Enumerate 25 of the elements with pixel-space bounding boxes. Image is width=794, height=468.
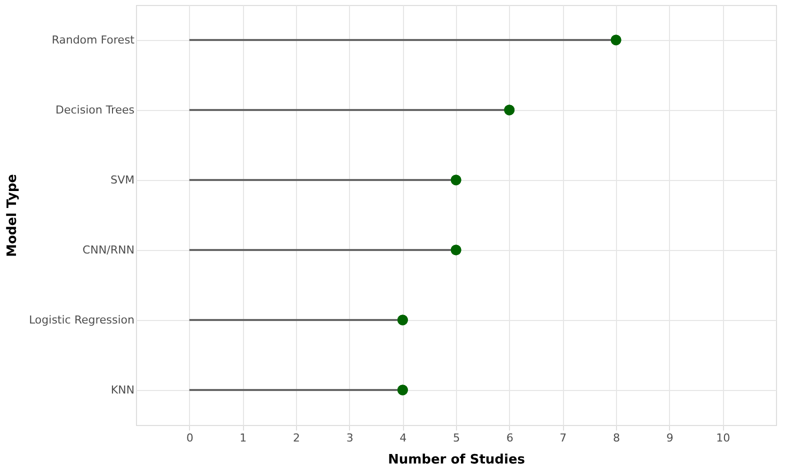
y-tick-label: Logistic Regression [28, 314, 135, 326]
x-tick-label: 0 [186, 432, 194, 444]
x-tick-label: 4 [400, 432, 407, 444]
y-tick-label: Decision Trees [56, 104, 135, 116]
x-tick-label: 1 [240, 432, 247, 444]
x-tick-label: 10 [716, 432, 730, 444]
x-tick-label: 2 [293, 432, 300, 444]
y-tick-label: SVM [110, 174, 134, 186]
y-tick-label: KNN [110, 384, 134, 396]
y-tick-label: CNN/RNN [82, 244, 134, 256]
y-axis-title: Model Type [4, 174, 20, 257]
point [450, 244, 462, 256]
x-tick-label: 9 [666, 432, 674, 444]
point [397, 314, 408, 326]
x-tick-label: 3 [346, 432, 354, 444]
x-tick-label: 8 [613, 432, 620, 444]
y-tick-label: Random Forest [52, 34, 136, 46]
point [610, 34, 622, 46]
x-tick-label: 6 [506, 432, 514, 444]
point [397, 384, 408, 396]
x-tick-label: 5 [453, 432, 460, 444]
x-axis-title: Number of Studies [388, 452, 526, 468]
point [450, 174, 462, 186]
x-tick-label: 7 [560, 432, 567, 444]
point [504, 104, 515, 116]
